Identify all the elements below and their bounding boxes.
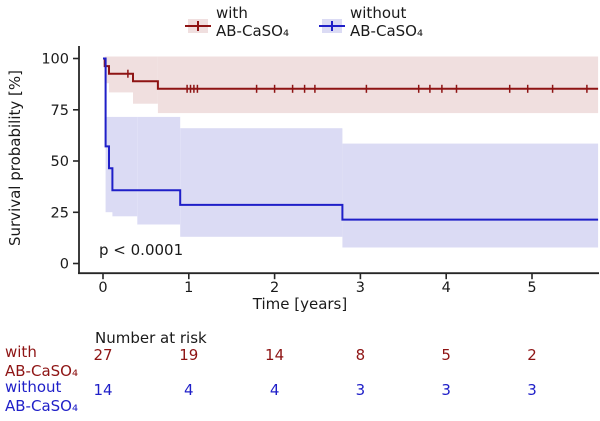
legend-label-line1: without bbox=[350, 4, 407, 22]
legend-swatch-icon bbox=[185, 19, 211, 33]
risk-row-label-without: without AB-CaSO₄ bbox=[5, 378, 78, 415]
risk-count: 19 bbox=[179, 346, 199, 364]
confidence-band-with bbox=[133, 56, 158, 104]
y-tick-label: 25 bbox=[51, 205, 69, 221]
confidence-band-with bbox=[104, 56, 109, 84]
confidence-band-without bbox=[180, 128, 343, 237]
risk-table-header: Number at risk bbox=[95, 329, 207, 347]
legend-label: without AB-CaSO₄ bbox=[350, 4, 423, 40]
y-tick-label: 0 bbox=[60, 257, 69, 273]
x-tick-label: 3 bbox=[356, 280, 365, 296]
x-tick-label: 1 bbox=[184, 280, 193, 296]
survival-curve-without bbox=[103, 57, 599, 221]
x-axis-label: Time [years] bbox=[252, 295, 348, 313]
x-tick-label: 5 bbox=[527, 280, 536, 296]
risk-row-label-line1: with bbox=[5, 343, 37, 361]
risk-count: 5 bbox=[441, 346, 451, 364]
risk-count: 3 bbox=[355, 381, 366, 399]
risk-count: 2 bbox=[527, 346, 537, 364]
y-axis-label: Survival probability [%] bbox=[6, 69, 24, 247]
risk-count: 3 bbox=[441, 381, 451, 399]
confidence-band-without bbox=[112, 116, 138, 217]
legend-entry-with: with AB-CaSO₄ bbox=[185, 4, 289, 48]
y-tick-label: 50 bbox=[51, 154, 69, 170]
y-tick-label: 100 bbox=[41, 52, 69, 68]
legend-label-line2: AB-CaSO₄ bbox=[216, 22, 289, 40]
risk-count: 14 bbox=[93, 381, 113, 399]
risk-count: 4 bbox=[184, 381, 194, 399]
legend-swatch-icon bbox=[319, 19, 345, 33]
risk-row-label-line2: AB-CaSO₄ bbox=[5, 396, 78, 415]
risk-count: 4 bbox=[269, 381, 280, 399]
x-tick-label: 2 bbox=[270, 280, 279, 296]
legend-label-line1: with bbox=[216, 4, 248, 22]
risk-row-label-line2: AB-CaSO₄ bbox=[5, 361, 78, 380]
risk-row-label-line1: without bbox=[5, 378, 62, 396]
risk-count: 14 bbox=[265, 346, 285, 364]
p-value-annotation: p < 0.0001 bbox=[99, 241, 184, 259]
risk-count: 27 bbox=[93, 346, 113, 364]
y-tick-label: 75 bbox=[51, 103, 69, 119]
confidence-band-without bbox=[137, 116, 181, 225]
legend-label: with AB-CaSO₄ bbox=[216, 4, 289, 40]
legend-entry-without: without AB-CaSO₄ bbox=[319, 4, 423, 48]
risk-count: 8 bbox=[355, 346, 366, 364]
confidence-band-without bbox=[342, 143, 599, 248]
risk-count: 3 bbox=[527, 381, 537, 399]
x-tick-label: 4 bbox=[442, 280, 451, 296]
risk-row-label-with: with AB-CaSO₄ bbox=[5, 343, 78, 380]
legend-label-line2: AB-CaSO₄ bbox=[350, 22, 423, 40]
confidence-band-with bbox=[157, 56, 599, 114]
x-tick-label: 0 bbox=[98, 280, 107, 296]
